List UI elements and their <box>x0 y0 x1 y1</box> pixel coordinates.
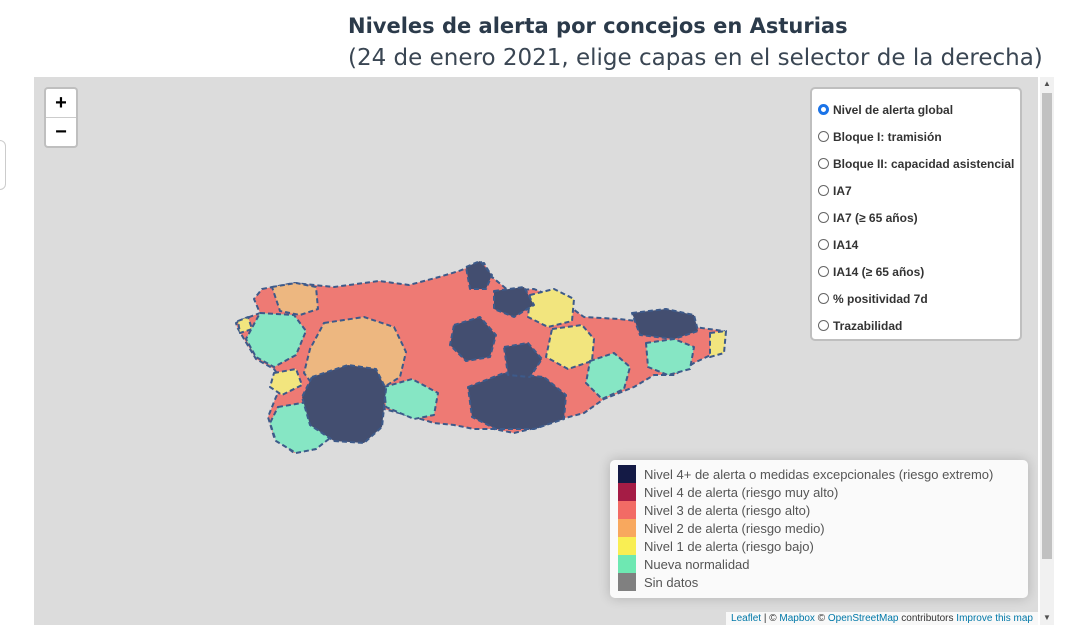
layer-label: Bloque I: tramisión <box>833 129 942 144</box>
layer-option[interactable]: Nivel de alerta global <box>818 96 1020 123</box>
attribution-separator: | © <box>761 613 780 624</box>
legend-item: Nueva normalidad <box>618 555 1020 573</box>
legend-label: Nivel 1 de alerta (riesgo bajo) <box>644 538 814 554</box>
region-northwest-coast[interactable] <box>271 282 319 316</box>
region-east-mint[interactable] <box>585 352 631 400</box>
layer-option[interactable]: IA7 (≥ 65 años) <box>818 204 1020 231</box>
radio-icon[interactable] <box>818 104 829 115</box>
page-title: Niveles de alerta por concejos en Asturi… <box>348 14 848 38</box>
region-east-inland[interactable] <box>545 324 595 370</box>
osm-link[interactable]: OpenStreetMap <box>827 613 899 624</box>
layer-label: IA7 <box>833 183 852 198</box>
layer-option[interactable]: % positividad 7d <box>818 285 1020 312</box>
layer-option[interactable]: Bloque II: capacidad asistencial <box>818 150 1020 177</box>
legend-item: Nivel 1 de alerta (riesgo bajo) <box>618 537 1020 555</box>
mapbox-link[interactable]: Mapbox <box>779 613 815 624</box>
layer-option[interactable]: Bloque I: tramisión <box>818 123 1020 150</box>
region-east-dark[interactable] <box>631 308 699 340</box>
map-attribution: Leaflet | © Mapbox © OpenStreetMap contr… <box>726 612 1038 625</box>
layer-option[interactable]: IA14 (≥ 65 años) <box>818 258 1020 285</box>
layer-option[interactable]: IA7 <box>818 177 1020 204</box>
legend-label: Nivel 4+ de alerta o medidas excepcional… <box>644 466 994 482</box>
legend-label: Nivel 2 de alerta (riesgo medio) <box>644 520 825 536</box>
legend-label: Nueva normalidad <box>644 556 750 572</box>
radio-icon[interactable] <box>818 158 829 169</box>
region-far-east-yellow[interactable] <box>709 330 727 358</box>
region-southwest-dark[interactable] <box>301 364 387 444</box>
region-center-east-dark[interactable] <box>503 342 543 378</box>
radio-icon[interactable] <box>818 239 829 250</box>
legend-item: Nivel 2 de alerta (riesgo medio) <box>618 519 1020 537</box>
legend-item: Nivel 3 de alerta (riesgo alto) <box>618 501 1020 519</box>
legend-item: Sin datos <box>618 573 1020 591</box>
region-north-coast-dark[interactable] <box>493 286 535 318</box>
region-far-west-yellow[interactable] <box>237 316 253 334</box>
legend-item: Nivel 4 de alerta (riesgo muy alto) <box>618 483 1020 501</box>
scroll-up-icon[interactable]: ▲ <box>1043 79 1051 88</box>
map-container[interactable]: + − Nivel de alerta global Bloque I: tra… <box>34 77 1038 625</box>
layer-label: Bloque II: capacidad asistencial <box>833 156 1015 171</box>
region-central-dark[interactable] <box>449 316 497 362</box>
legend-swatch <box>618 483 636 501</box>
improve-map-link[interactable]: Improve this map <box>956 613 1033 624</box>
zoom-in-button[interactable]: + <box>55 92 67 114</box>
radio-icon[interactable] <box>818 131 829 142</box>
legend-swatch <box>618 519 636 537</box>
scroll-down-icon[interactable]: ▼ <box>1043 613 1051 622</box>
layer-selector: Nivel de alerta global Bloque I: tramisi… <box>810 87 1022 341</box>
leaflet-link[interactable]: Leaflet <box>731 613 762 624</box>
legend-label: Nivel 3 de alerta (riesgo alto) <box>644 502 811 518</box>
map-legend: Nivel 4+ de alerta o medidas excepcional… <box>610 460 1028 598</box>
layer-label: Trazabilidad <box>833 318 903 333</box>
layer-label: Nivel de alerta global <box>833 102 954 117</box>
radio-icon[interactable] <box>818 320 829 331</box>
layer-label: % positividad 7d <box>833 291 928 306</box>
legend-swatch <box>618 555 636 573</box>
legend-label: Sin datos <box>644 574 699 590</box>
region-east-coast-1[interactable] <box>527 288 575 328</box>
legend-swatch <box>618 537 636 555</box>
layer-label: IA14 <box>833 237 859 252</box>
legend-swatch <box>618 573 636 591</box>
layer-label: IA14 (≥ 65 años) <box>833 264 925 279</box>
zoom-control: + − <box>44 87 78 148</box>
layer-label: IA7 (≥ 65 años) <box>833 210 918 225</box>
region-central-south-mint[interactable] <box>383 378 439 420</box>
radio-icon[interactable] <box>818 293 829 304</box>
region-west-yellow[interactable] <box>269 368 303 396</box>
legend-label: Nivel 4 de alerta (riesgo muy alto) <box>644 484 839 500</box>
asturias-map[interactable] <box>34 77 1038 625</box>
radio-icon[interactable] <box>818 185 829 196</box>
legend-swatch <box>618 501 636 519</box>
page-scrollbar[interactable]: ▲ ▼ <box>1040 77 1054 625</box>
side-tab <box>0 140 6 190</box>
radio-icon[interactable] <box>818 266 829 277</box>
layer-option[interactable]: IA14 <box>818 231 1020 258</box>
legend-item: Nivel 4+ de alerta o medidas excepcional… <box>618 465 1020 483</box>
attribution-copy: © <box>814 613 828 624</box>
attribution-contributors: contributors <box>898 613 957 624</box>
region-west-mint[interactable] <box>245 312 307 368</box>
radio-icon[interactable] <box>818 212 829 223</box>
scrollbar-thumb[interactable] <box>1042 93 1052 559</box>
layer-option[interactable]: Trazabilidad <box>818 312 1020 339</box>
zoom-out-button[interactable]: − <box>46 117 76 146</box>
legend-swatch <box>618 465 636 483</box>
region-north-dark[interactable] <box>465 260 493 290</box>
page-subtitle: (24 de enero 2021, elige capas en el sel… <box>348 45 1043 71</box>
